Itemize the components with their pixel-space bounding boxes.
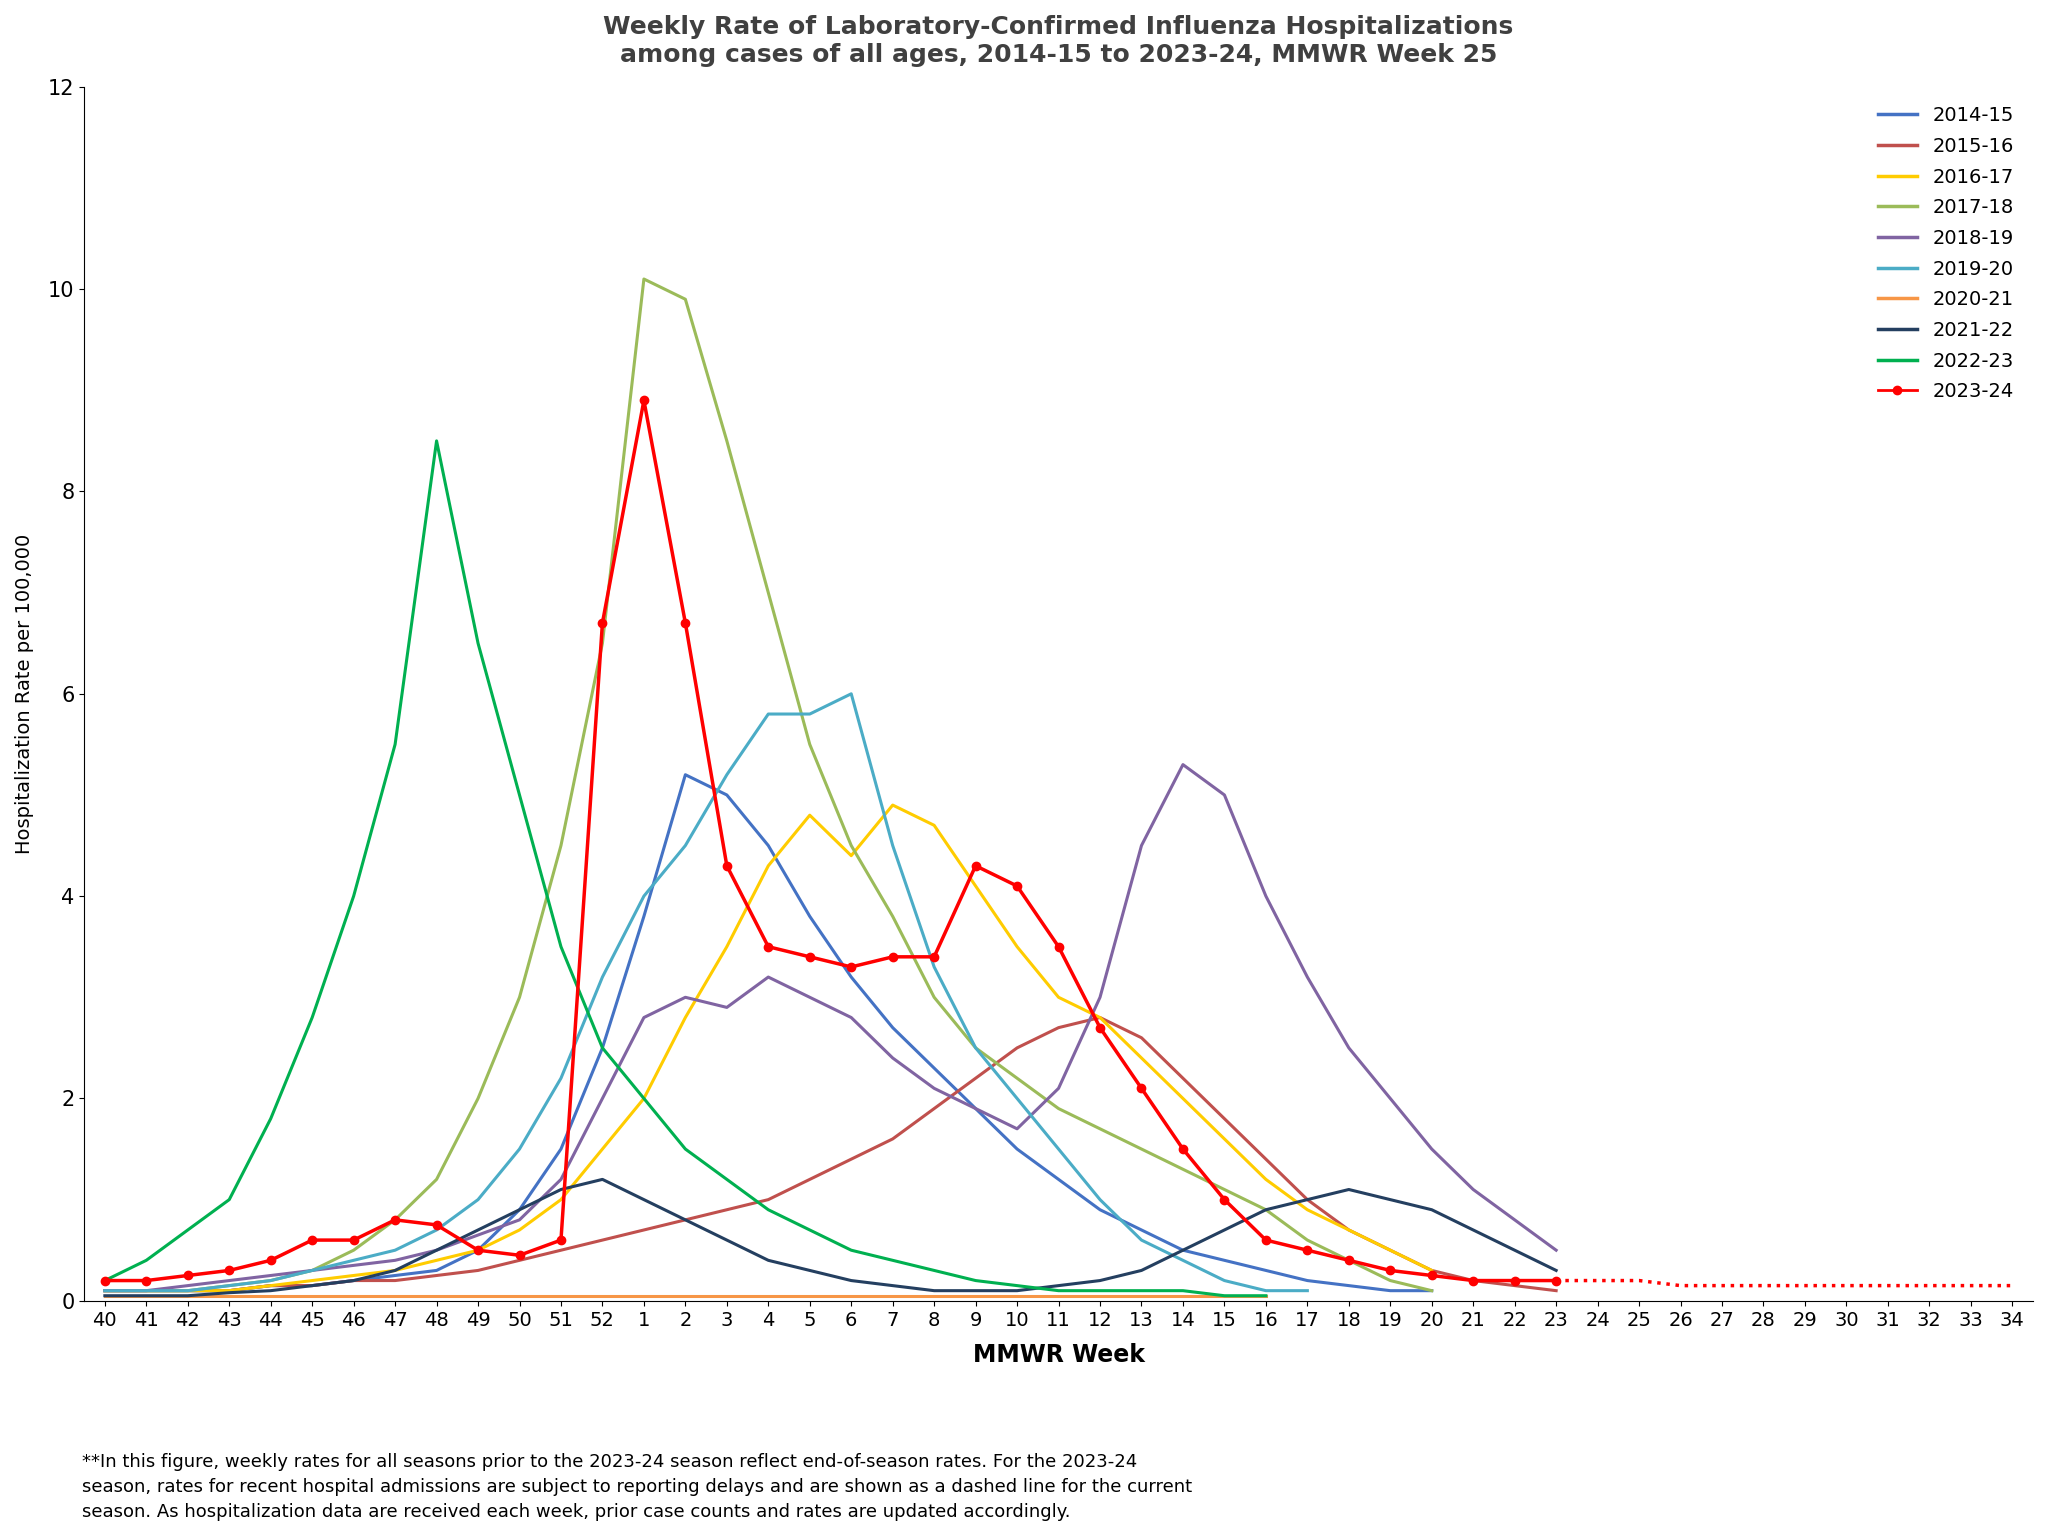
- Title: Weekly Rate of Laboratory-Confirmed Influenza Hospitalizations
among cases of al: Weekly Rate of Laboratory-Confirmed Infl…: [604, 15, 1513, 66]
- Text: **In this figure, weekly rates for all seasons prior to the 2023-24 season refle: **In this figure, weekly rates for all s…: [82, 1453, 1192, 1521]
- Legend: 2014-15, 2015-16, 2016-17, 2017-18, 2018-19, 2019-20, 2020-21, 2021-22, 2022-23,: 2014-15, 2015-16, 2016-17, 2017-18, 2018…: [1868, 97, 2023, 412]
- X-axis label: MMWR Week: MMWR Week: [973, 1344, 1145, 1367]
- Y-axis label: Hospitalization Rate per 100,000: Hospitalization Rate per 100,000: [14, 533, 35, 854]
